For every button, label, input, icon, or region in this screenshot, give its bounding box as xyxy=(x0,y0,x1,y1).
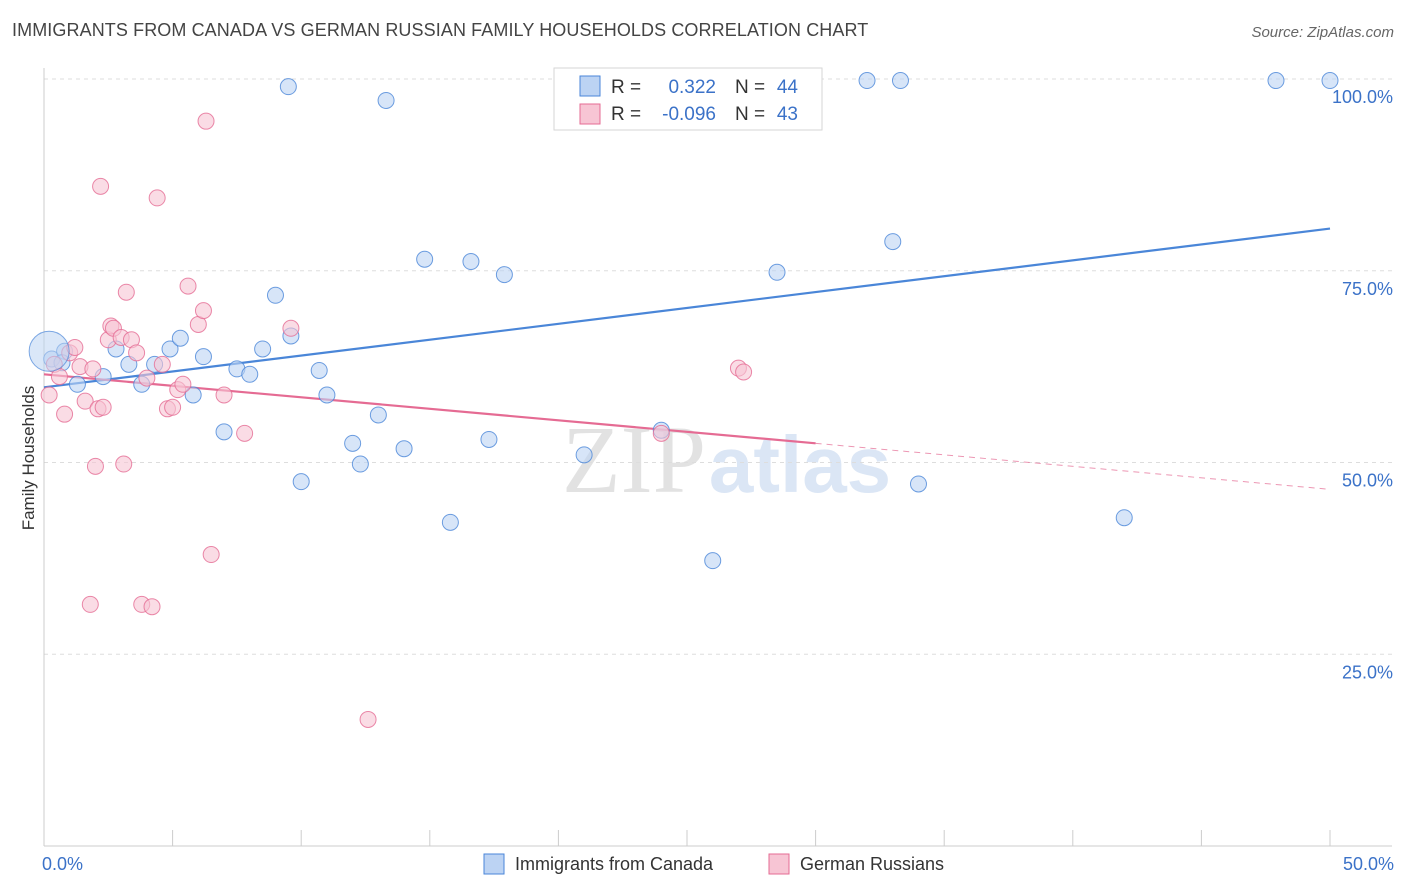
point-pink-38 xyxy=(282,319,300,337)
point-pink-24 xyxy=(143,598,161,616)
point-blue-15 xyxy=(241,365,259,383)
point-blue-23 xyxy=(344,434,362,452)
point-pink-7 xyxy=(76,392,94,410)
legend-swatch-blue xyxy=(579,75,601,97)
point-blue-12 xyxy=(194,348,212,366)
legend-r-value-1: 0.322 xyxy=(668,77,716,98)
point-pink-28 xyxy=(164,398,182,416)
data-points xyxy=(28,72,1339,728)
series-legend-label-1: Immigrants from Canada xyxy=(515,854,714,874)
series-legend-swatch-blue xyxy=(483,853,505,875)
point-blue-17 xyxy=(266,286,284,304)
point-blue-26 xyxy=(377,91,395,109)
point-pink-12 xyxy=(94,398,112,416)
point-blue-40 xyxy=(909,475,927,493)
point-blue-10 xyxy=(171,329,189,347)
point-pink-39 xyxy=(359,710,377,728)
point-blue-38 xyxy=(884,233,902,251)
point-blue-36 xyxy=(768,263,786,281)
legend-n-value-1: 44 xyxy=(777,77,799,98)
point-blue-25 xyxy=(369,406,387,424)
point-pink-35 xyxy=(202,546,220,564)
point-blue-13 xyxy=(215,423,233,441)
legend-swatch-pink xyxy=(579,103,601,125)
point-pink-23 xyxy=(138,369,156,387)
point-pink-42 xyxy=(735,363,753,381)
point-pink-0 xyxy=(40,386,58,404)
x-tick-label-0: 0.0% xyxy=(42,854,83,874)
point-pink-34 xyxy=(197,112,215,130)
point-pink-31 xyxy=(179,277,197,295)
point-blue-39 xyxy=(891,72,909,90)
point-blue-35 xyxy=(704,552,722,570)
point-pink-36 xyxy=(215,386,233,404)
stats-legend: R = 0.322 N = 44 R = -0.096 N = 43 xyxy=(553,67,823,131)
point-blue-16 xyxy=(254,340,272,358)
point-pink-9 xyxy=(84,360,102,378)
point-blue-11 xyxy=(184,386,202,404)
y-tick-label-0: 25.0% xyxy=(1342,662,1393,682)
watermark-atlas: atlas xyxy=(709,420,891,509)
y-tick-label-1: 50.0% xyxy=(1342,471,1393,491)
point-pink-10 xyxy=(86,457,104,475)
trend-line-blue xyxy=(43,227,1331,389)
point-blue-32 xyxy=(495,266,513,284)
point-blue-22 xyxy=(318,386,336,404)
x-tick-label-1: 50.0% xyxy=(1343,854,1394,874)
point-blue-3 xyxy=(68,375,86,393)
point-blue-24 xyxy=(351,455,369,473)
point-pink-8 xyxy=(81,595,99,613)
point-blue-43 xyxy=(1321,72,1339,90)
legend-n-value-2: 43 xyxy=(777,104,798,125)
source-label: Source: ZipAtlas.com xyxy=(1251,24,1394,41)
chart-title: IMMIGRANTS FROM CANADA VS GERMAN RUSSIAN… xyxy=(12,20,869,40)
point-pink-26 xyxy=(153,355,171,373)
y-tick-labels: 25.0% 50.0% 75.0% 100.0% xyxy=(1332,87,1393,682)
point-pink-40 xyxy=(652,424,670,442)
point-blue-30 xyxy=(462,253,480,271)
point-blue-28 xyxy=(416,250,434,268)
point-pink-25 xyxy=(148,189,166,207)
point-pink-37 xyxy=(236,424,254,442)
point-pink-21 xyxy=(128,344,146,362)
point-pink-19 xyxy=(117,283,135,301)
axes xyxy=(43,68,1392,847)
point-pink-13 xyxy=(92,177,110,195)
y-axis-title: Family Households xyxy=(19,386,38,531)
point-blue-9 xyxy=(161,340,179,358)
point-blue-31 xyxy=(480,430,498,448)
point-blue-cluster xyxy=(28,330,70,372)
point-blue-42 xyxy=(1267,72,1285,90)
legend-n-label-2: N = xyxy=(735,104,765,125)
point-pink-30 xyxy=(174,375,192,393)
point-blue-29 xyxy=(441,513,459,531)
legend-r-label-2: R = xyxy=(611,104,641,125)
legend-r-value-2: -0.096 xyxy=(662,104,716,125)
point-blue-27 xyxy=(395,440,413,458)
x-tick-labels: 0.0% 50.0% xyxy=(42,854,1394,874)
point-blue-20 xyxy=(292,473,310,491)
point-blue-37 xyxy=(858,72,876,90)
trend-line-pink-extrapolated xyxy=(815,442,1331,490)
y-tick-label-3: 100.0% xyxy=(1332,87,1393,107)
point-pink-3 xyxy=(56,405,74,423)
point-blue-33 xyxy=(575,446,593,464)
legend-r-label-1: R = xyxy=(611,77,641,98)
point-blue-41 xyxy=(1115,509,1133,527)
series-legend-swatch-pink xyxy=(768,853,790,875)
y-tick-label-2: 75.0% xyxy=(1342,279,1393,299)
point-blue-18 xyxy=(279,78,297,96)
watermark: ZIP atlas xyxy=(562,406,891,513)
legend-n-label-1: N = xyxy=(735,77,765,98)
point-pink-33 xyxy=(194,302,212,320)
point-pink-18 xyxy=(115,455,133,473)
series-legend-label-2: German Russians xyxy=(800,854,944,874)
point-blue-21 xyxy=(310,361,328,379)
series-legend: Immigrants from Canada German Russians xyxy=(483,853,944,875)
